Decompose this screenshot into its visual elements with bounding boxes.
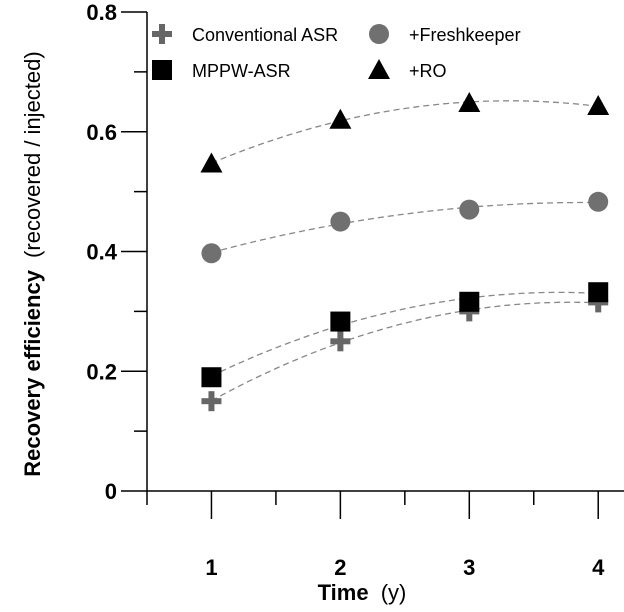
square-icon	[201, 367, 222, 388]
y-tick-label: 0.2	[86, 359, 117, 384]
legend-item-ro: +RO	[368, 59, 447, 81]
data-point-freshkeeper	[459, 199, 480, 220]
circle-icon	[459, 199, 480, 220]
data-point-freshkeeper	[201, 243, 222, 264]
circle-icon	[369, 24, 389, 44]
x-tick-label: 2	[334, 555, 346, 580]
legend: Conventional ASR +Freshkeeper MPPW-ASR +RO	[152, 24, 521, 81]
legend-marker-ro	[368, 59, 390, 79]
y-axis-title-unit: (recovered / injected)	[20, 51, 45, 258]
data-points	[200, 92, 610, 412]
trend-line-freshkeeper	[211, 201, 599, 254]
square-icon	[588, 282, 609, 303]
plus-icon-v	[595, 292, 602, 313]
triangle-icon	[200, 152, 223, 173]
plus-icon-v	[208, 391, 215, 412]
circle-icon	[588, 191, 609, 212]
trend-line-conventional-asr	[211, 301, 599, 402]
legend-label: Conventional ASR	[192, 25, 338, 45]
x-tick-label: 4	[592, 555, 605, 580]
triangle-icon	[368, 59, 390, 79]
data-point-freshkeeper	[588, 191, 609, 212]
y-tick-label: 0.8	[86, 0, 117, 25]
legend-item-conventional-asr: Conventional ASR	[152, 24, 338, 45]
legend-marker-conventional-asr	[152, 24, 172, 44]
data-point-conventional-asr	[588, 292, 609, 313]
plus-icon-v	[159, 24, 165, 44]
data-point-mppw-asr	[201, 367, 222, 388]
data-point-freshkeeper	[330, 211, 351, 232]
data-point-mppw-asr	[330, 311, 351, 332]
x-axis-title: Time (y)	[318, 580, 407, 605]
x-tick-label: 1	[205, 555, 217, 580]
x-axis-title-main: Time	[318, 580, 369, 605]
legend-item-freshkeeper: +Freshkeeper	[369, 24, 521, 45]
data-point-ro	[200, 152, 223, 173]
legend-label: MPPW-ASR	[192, 61, 291, 81]
legend-label: +RO	[409, 61, 447, 81]
y-tick-label: 0.6	[86, 120, 117, 145]
legend-item-mppw-asr: MPPW-ASR	[152, 60, 291, 81]
legend-label: +Freshkeeper	[409, 25, 521, 45]
triangle-icon	[587, 95, 610, 116]
y-tick-label: 0.4	[86, 240, 117, 265]
triangle-icon	[329, 108, 352, 129]
trend-line-mppw-asr	[211, 291, 599, 377]
triangle-icon	[458, 92, 481, 113]
data-point-ro	[458, 92, 481, 113]
legend-marker-freshkeeper	[369, 24, 389, 44]
trend-lines	[211, 100, 599, 402]
x-tick-label: 3	[463, 555, 475, 580]
y-axis-title: Recovery efficiency (recovered / injecte…	[20, 51, 45, 476]
circle-icon	[330, 211, 351, 232]
data-point-ro	[329, 108, 352, 129]
square-icon	[459, 291, 480, 312]
square-icon	[330, 311, 351, 332]
circle-icon	[201, 243, 222, 264]
data-point-mppw-asr	[588, 282, 609, 303]
data-point-ro	[587, 95, 610, 116]
y-axis-title-main: Recovery efficiency	[20, 269, 45, 476]
trend-line-ro	[211, 100, 599, 164]
legend-marker-mppw-asr	[152, 60, 172, 80]
plus-icon-v	[337, 331, 344, 352]
data-point-mppw-asr	[459, 291, 480, 312]
square-icon	[152, 60, 172, 80]
y-tick-label: 0	[105, 479, 117, 504]
x-axis-title-unit: (y)	[381, 580, 407, 605]
ticks: 0 0.2 0.4 0.6 0.8 1 2 3 4	[86, 0, 605, 580]
data-point-conventional-asr	[201, 391, 222, 412]
data-point-conventional-asr	[330, 331, 351, 352]
